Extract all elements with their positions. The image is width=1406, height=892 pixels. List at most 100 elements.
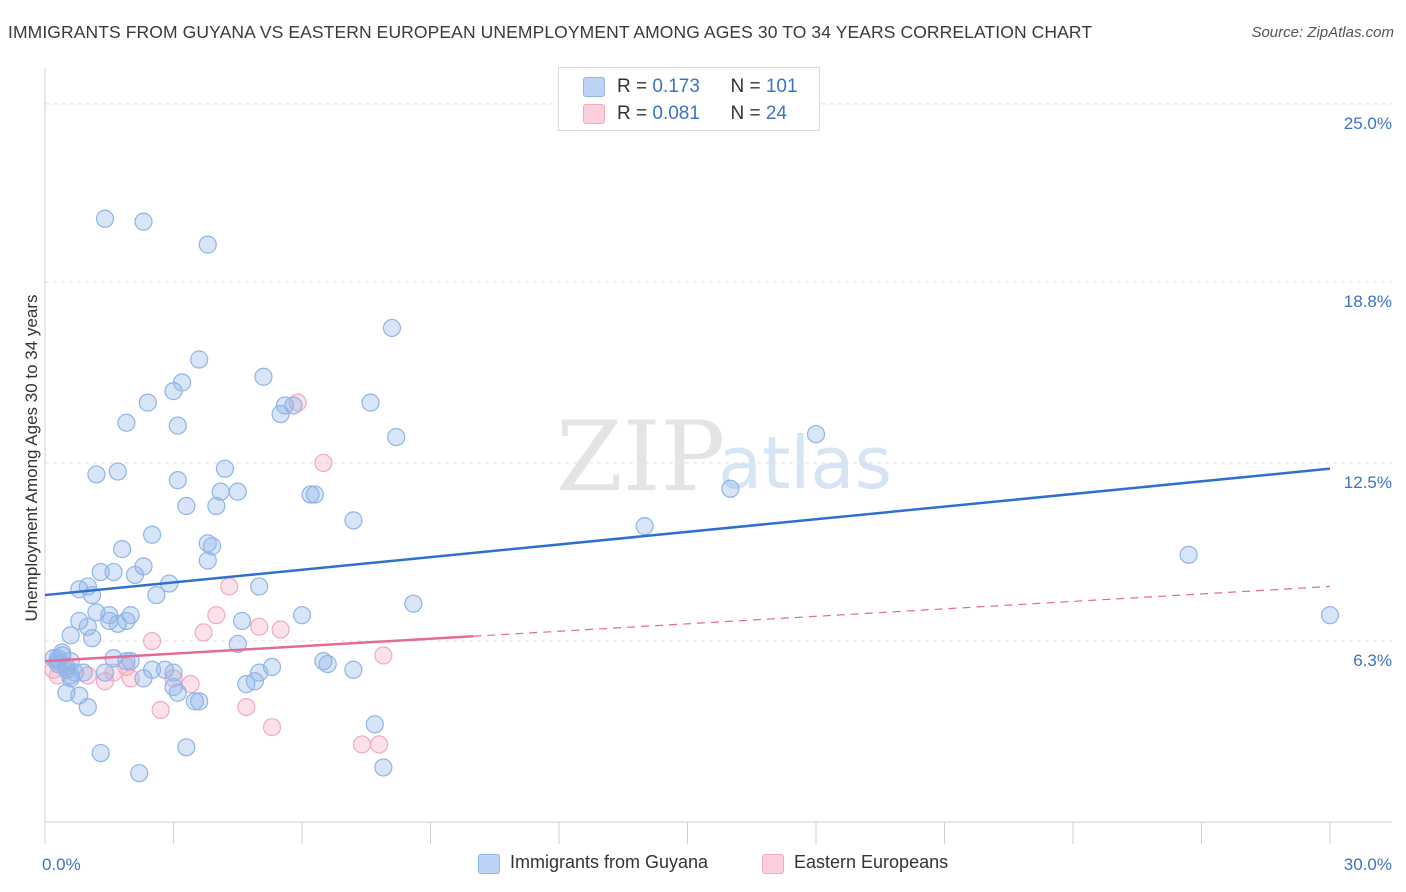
point-guyana (198, 235, 217, 254)
axes (44, 68, 1392, 844)
point-guyana (635, 517, 654, 536)
point-guyana (318, 654, 337, 674)
point-guyana (142, 525, 162, 544)
point-guyana (87, 465, 106, 484)
point-guyana (387, 427, 406, 447)
point-guyana (1320, 606, 1340, 625)
point-eastern-european (207, 606, 226, 625)
point-guyana (78, 697, 97, 717)
point-eastern-european (142, 631, 162, 651)
point-guyana (301, 485, 320, 504)
point-eastern-european (151, 700, 170, 720)
point-guyana (344, 660, 363, 679)
point-eastern-european (271, 620, 290, 639)
point-eastern-european (250, 617, 269, 636)
bottom-legend-label-guyana: Immigrants from Guyana (510, 852, 709, 872)
point-guyana (100, 611, 119, 631)
watermark-atlas: atlas (718, 421, 892, 505)
x-tick-label: 30.0% (1344, 855, 1392, 874)
point-guyana (168, 416, 187, 435)
y-axis-label: Unemployment Among Ages 30 to 34 years (22, 295, 41, 622)
point-guyana (138, 393, 157, 412)
point-guyana (190, 350, 209, 369)
point-guyana (404, 594, 423, 613)
point-guyana (271, 404, 290, 424)
point-guyana (168, 471, 187, 490)
point-guyana (147, 585, 166, 605)
point-eastern-european (194, 623, 213, 642)
trend-line-guyana (44, 467, 1331, 597)
point-guyana (61, 626, 80, 645)
watermark-zip: ZIP (556, 401, 725, 513)
trend-line-eastern-europeans-dashed (473, 585, 1331, 637)
point-guyana (382, 318, 402, 338)
point-guyana (91, 562, 110, 582)
point-guyana (121, 606, 140, 625)
point-guyana (108, 462, 127, 481)
point-guyana (190, 692, 209, 711)
point-guyana (78, 617, 97, 636)
bottom-legend-swatch-eastern-europeans (762, 854, 784, 874)
point-eastern-european (262, 718, 282, 737)
point-eastern-european (314, 453, 333, 473)
point-guyana (185, 692, 205, 711)
trend-lines (44, 467, 1331, 663)
point-guyana (177, 496, 196, 516)
point-guyana (207, 496, 226, 516)
trend-line-eastern-europeans (44, 634, 474, 663)
legend-r-value: 0.081 (652, 103, 700, 124)
point-guyana (374, 758, 393, 777)
point-guyana (228, 634, 247, 653)
point-guyana (721, 479, 740, 498)
point-guyana (95, 663, 115, 682)
point-guyana (177, 738, 196, 757)
point-guyana (262, 657, 282, 676)
point-guyana (95, 209, 115, 228)
point-eastern-european (370, 735, 389, 754)
y-tick-label: 6.3% (1353, 651, 1392, 670)
point-guyana (228, 482, 247, 501)
point-eastern-european (352, 735, 372, 754)
legend-r-label: R = (617, 103, 653, 124)
point-guyana (74, 663, 93, 682)
point-eastern-european (374, 646, 393, 665)
legend-n-label: N = (730, 103, 766, 124)
source-label: Source: ZipAtlas.com (1251, 24, 1394, 41)
point-guyana (215, 459, 234, 478)
chart-title: IMMIGRANTS FROM GUYANA VS EASTERN EUROPE… (8, 22, 1093, 42)
point-guyana (202, 537, 222, 556)
legend-swatch-guyana (583, 77, 605, 97)
point-guyana (117, 413, 136, 432)
legend-n-value: 101 (765, 76, 798, 97)
point-guyana (292, 606, 312, 625)
point-guyana (232, 611, 252, 631)
watermark: ZIP atlas (556, 401, 892, 513)
y-tick-label: 12.5% (1344, 473, 1392, 492)
bottom-legend-swatch-guyana (478, 854, 500, 874)
legend-n-label: N = (730, 76, 766, 97)
point-guyana (134, 557, 153, 576)
point-guyana (168, 683, 187, 702)
x-tick-label: 0.0% (42, 855, 81, 874)
legend-swatch-eastern-europeans (583, 104, 605, 124)
point-guyana (48, 649, 67, 668)
point-guyana (211, 482, 230, 501)
bottom-legend-label-eastern-europeans: Eastern Europeans (794, 852, 949, 872)
point-guyana (1179, 545, 1198, 564)
point-guyana (254, 367, 273, 386)
point-guyana (198, 551, 217, 570)
y-tick-label: 18.8% (1344, 292, 1392, 311)
point-guyana (344, 511, 363, 530)
tick-labels: 6.3% 12.5% 18.8% 25.0% 0.0% 30.0% (42, 114, 1392, 874)
legend-n-value: 24 (765, 103, 787, 124)
y-tick-label: 25.0% (1344, 114, 1392, 133)
point-guyana (365, 715, 384, 734)
gridlines (45, 103, 1392, 642)
point-guyana (245, 672, 264, 691)
legend-r-value: 0.173 (652, 76, 700, 97)
point-guyana (172, 373, 192, 392)
point-guyana (142, 660, 162, 679)
point-guyana (361, 393, 380, 412)
point-eastern-european (237, 697, 256, 717)
